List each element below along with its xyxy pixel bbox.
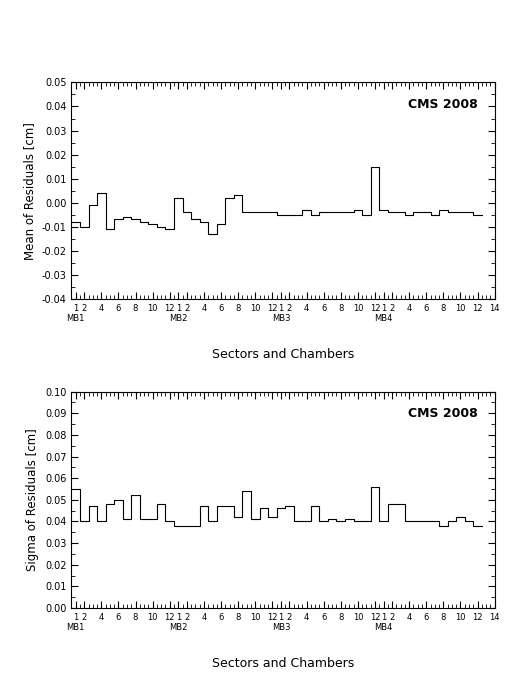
X-axis label: Sectors and Chambers: Sectors and Chambers — [212, 348, 353, 361]
Text: CMS 2008: CMS 2008 — [407, 98, 477, 111]
X-axis label: Sectors and Chambers: Sectors and Chambers — [212, 657, 353, 671]
Y-axis label: Sigma of Residuals [cm]: Sigma of Residuals [cm] — [26, 429, 39, 571]
Y-axis label: Mean of Residuals [cm]: Mean of Residuals [cm] — [23, 122, 36, 260]
Text: CMS 2008: CMS 2008 — [407, 407, 477, 420]
